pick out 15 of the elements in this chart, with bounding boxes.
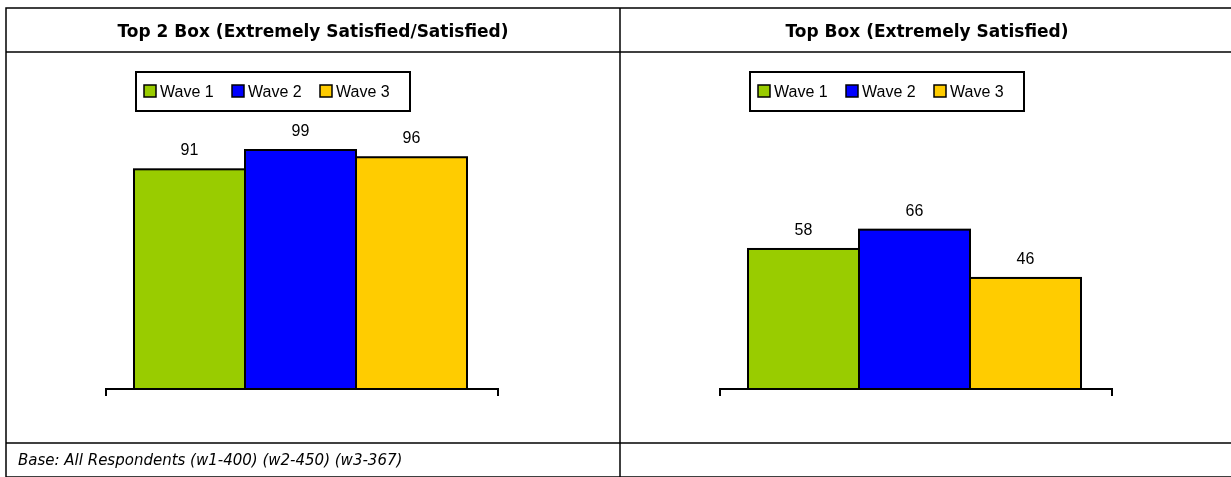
- data-label: 96: [402, 129, 421, 147]
- data-label: 91: [180, 141, 199, 159]
- legend-label: Wave 3: [336, 83, 390, 100]
- legend-label: Wave 1: [160, 83, 214, 100]
- data-label: 99: [291, 122, 310, 139]
- legend-label: Wave 2: [862, 83, 916, 100]
- chart-title: Top Box (Extremely Satisfied): [785, 21, 1069, 41]
- text: Base: All Respondents (w1-400) (w2-450) (w3-367): [18, 451, 403, 469]
- legend-label: Wave 2: [248, 83, 302, 100]
- data-label: 66: [905, 201, 924, 219]
- chart-title: Top 2 Box (Extremely Satisfied/Satisfied): [117, 21, 509, 41]
- legend-label: Wave 1: [774, 83, 828, 100]
- legend-label: Wave 3: [950, 83, 1004, 100]
- data-label: 46: [1016, 249, 1035, 267]
- data-label: 58: [794, 220, 813, 238]
